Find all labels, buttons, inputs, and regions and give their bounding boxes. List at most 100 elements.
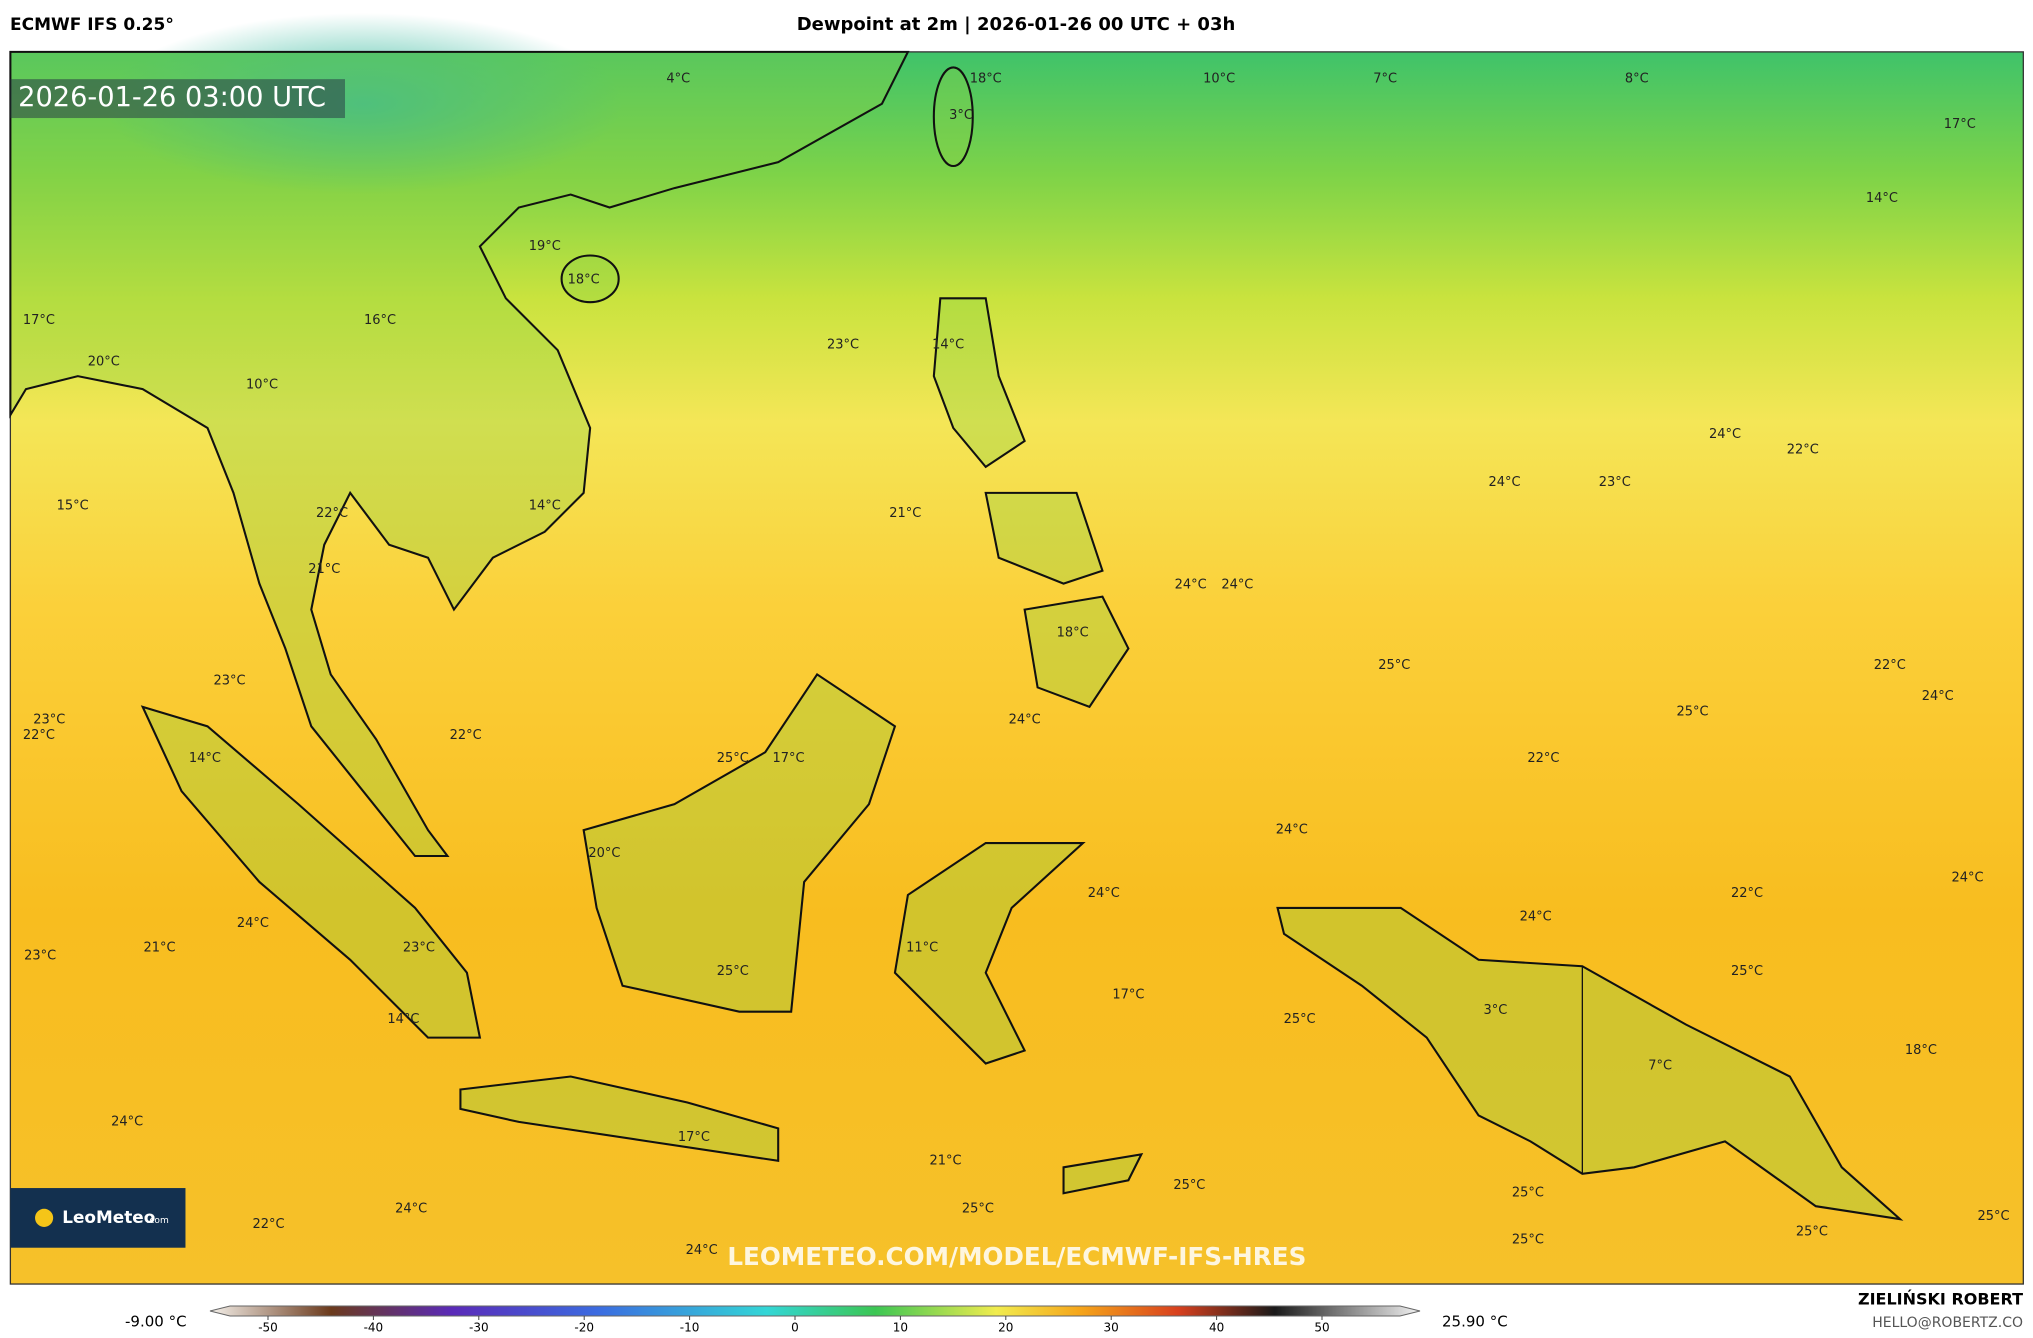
temperature-label: 21°C xyxy=(308,562,340,577)
email: HELLO@ROBERTZ.CO xyxy=(1872,1315,2023,1331)
temperature-label: 23°C xyxy=(24,948,56,963)
map-title: Dewpoint at 2m | 2026-01-26 00 UTC + 03h xyxy=(797,14,1236,35)
land xyxy=(932,66,974,168)
temperature-label: 23°C xyxy=(1599,475,1631,490)
land xyxy=(459,1075,780,1163)
temperature-label: 3°C xyxy=(1484,1003,1508,1018)
author: ZIELIŃSKI ROBERT xyxy=(1858,1290,2023,1309)
colorbar-tick-label: 40 xyxy=(1209,1321,1224,1335)
temperature-label: 22°C xyxy=(1874,658,1906,673)
temperature-label: 22°C xyxy=(252,1217,284,1232)
colorbar-tick-label: -50 xyxy=(258,1321,278,1335)
temperature-label: 23°C xyxy=(827,338,859,353)
temperature-label: 24°C xyxy=(1952,871,1984,886)
temperature-label: 25°C xyxy=(1977,1209,2009,1224)
temperature-label: 24°C xyxy=(1922,689,1954,704)
colorbar-min: -9.00 °C xyxy=(125,1313,187,1331)
temperature-label: 25°C xyxy=(1731,964,1763,979)
colorbar-tick-label: 10 xyxy=(893,1321,908,1335)
temperature-label: 24°C xyxy=(1488,475,1520,490)
land xyxy=(560,254,620,304)
temperature-label: 24°C xyxy=(686,1243,718,1258)
temperature-label: 4°C xyxy=(666,72,690,87)
colorbar-tick-label: -20 xyxy=(574,1321,594,1335)
land xyxy=(1023,595,1130,709)
colorbar-bar xyxy=(209,1305,1421,1317)
temperature-label: 24°C xyxy=(1088,886,1120,901)
temperature-label: 24°C xyxy=(1009,712,1041,727)
temperature-label: 25°C xyxy=(1677,705,1709,720)
temperature-label: 24°C xyxy=(395,1201,427,1216)
temperature-label: 24°C xyxy=(111,1114,143,1129)
temperature-label: 24°C xyxy=(1709,427,1741,442)
logo-suffix: .com xyxy=(147,1216,169,1226)
colorbar-max: 25.90 °C xyxy=(1442,1313,1508,1331)
land xyxy=(984,491,1104,585)
temperature-labels: 4°C 18°C 10°C 7°C 8°C 17°C 14°C 3°C 19°C 18°C 17°C… xyxy=(23,72,2010,1258)
temperature-label: 24°C xyxy=(237,916,269,931)
temperature-label: 23°C xyxy=(214,673,246,688)
temperature-label: 18°C xyxy=(970,72,1002,87)
temperature-label: 22°C xyxy=(1787,443,1819,458)
land xyxy=(9,50,910,858)
temperature-label: 20°C xyxy=(588,846,620,861)
temperature-label: 24°C xyxy=(1520,909,1552,924)
temperature-label: 10°C xyxy=(246,378,278,393)
temperature-label: 17°C xyxy=(773,751,805,766)
timestamp: 2026-01-26 03:00 UTC xyxy=(18,82,326,113)
temperature-label: 23°C xyxy=(33,712,65,727)
land xyxy=(932,297,1026,469)
temperature-label: 25°C xyxy=(1173,1178,1205,1193)
temperature-label: 21°C xyxy=(889,506,921,521)
cold-area xyxy=(103,12,623,195)
colorbar-tick-label: 20 xyxy=(998,1321,1013,1335)
colorbar-tick-label: 0 xyxy=(791,1321,799,1335)
temperature-label: 22°C xyxy=(450,728,482,743)
model-name: ECMWF IFS 0.25° xyxy=(10,15,174,35)
temperature-label: 18°C xyxy=(1905,1043,1937,1058)
temperature-label: 21°C xyxy=(929,1153,961,1168)
temperature-label: 22°C xyxy=(1731,886,1763,901)
land xyxy=(1276,906,1904,1221)
temperature-label: 14°C xyxy=(189,751,221,766)
logo-name: LeoMeteo xyxy=(62,1207,155,1227)
temperature-label: 19°C xyxy=(529,239,561,254)
temperature-label: 25°C xyxy=(1378,658,1410,673)
temperature-label: 24°C xyxy=(1175,577,1207,592)
temperature-label: 11°C xyxy=(906,941,938,956)
watermark: LEOMETEO.COM/MODEL/ECMWF-IFS-HRES xyxy=(727,1242,1306,1271)
colorbar-tick-label: 50 xyxy=(1314,1321,1329,1335)
timestamp-box xyxy=(10,79,346,119)
temperature-label: 10°C xyxy=(1203,72,1235,87)
temperature-label: 25°C xyxy=(1512,1232,1544,1247)
temperature-label: 3°C xyxy=(949,108,973,123)
temperature-label: 21°C xyxy=(144,941,176,956)
temperature-label: 18°C xyxy=(568,273,600,288)
temperature-label: 20°C xyxy=(88,354,120,369)
colorbar: -9.00 °C 25.90 °C -50 -40 -30 -20 -10 0 10 20 30… xyxy=(125,1305,1508,1335)
temperature-label: 17°C xyxy=(1944,117,1976,132)
temperature-label: 17°C xyxy=(678,1130,710,1145)
land xyxy=(893,842,1086,1065)
temperature-label: 22°C xyxy=(23,728,55,743)
temperature-label: 14°C xyxy=(529,498,561,513)
temperature-label: 15°C xyxy=(57,498,89,513)
temperature-label: 24°C xyxy=(1276,823,1308,838)
colorbar-tick-label: -30 xyxy=(469,1321,489,1335)
colorbar-tick-label: -10 xyxy=(680,1321,700,1335)
temperature-label: 25°C xyxy=(1796,1225,1828,1240)
temperature-label: 14°C xyxy=(387,1012,419,1027)
colorbar-tick-label: -40 xyxy=(364,1321,384,1335)
temperature-label: 14°C xyxy=(1866,191,1898,206)
temperature-label: 16°C xyxy=(364,313,396,328)
temperature-label: 24°C xyxy=(1221,577,1253,592)
temperature-label: 7°C xyxy=(1373,72,1397,87)
land xyxy=(582,673,897,1013)
land xyxy=(1062,1152,1144,1195)
logo-sun xyxy=(35,1208,54,1227)
temperature-label: 25°C xyxy=(717,751,749,766)
temperature-label: 14°C xyxy=(932,338,964,353)
